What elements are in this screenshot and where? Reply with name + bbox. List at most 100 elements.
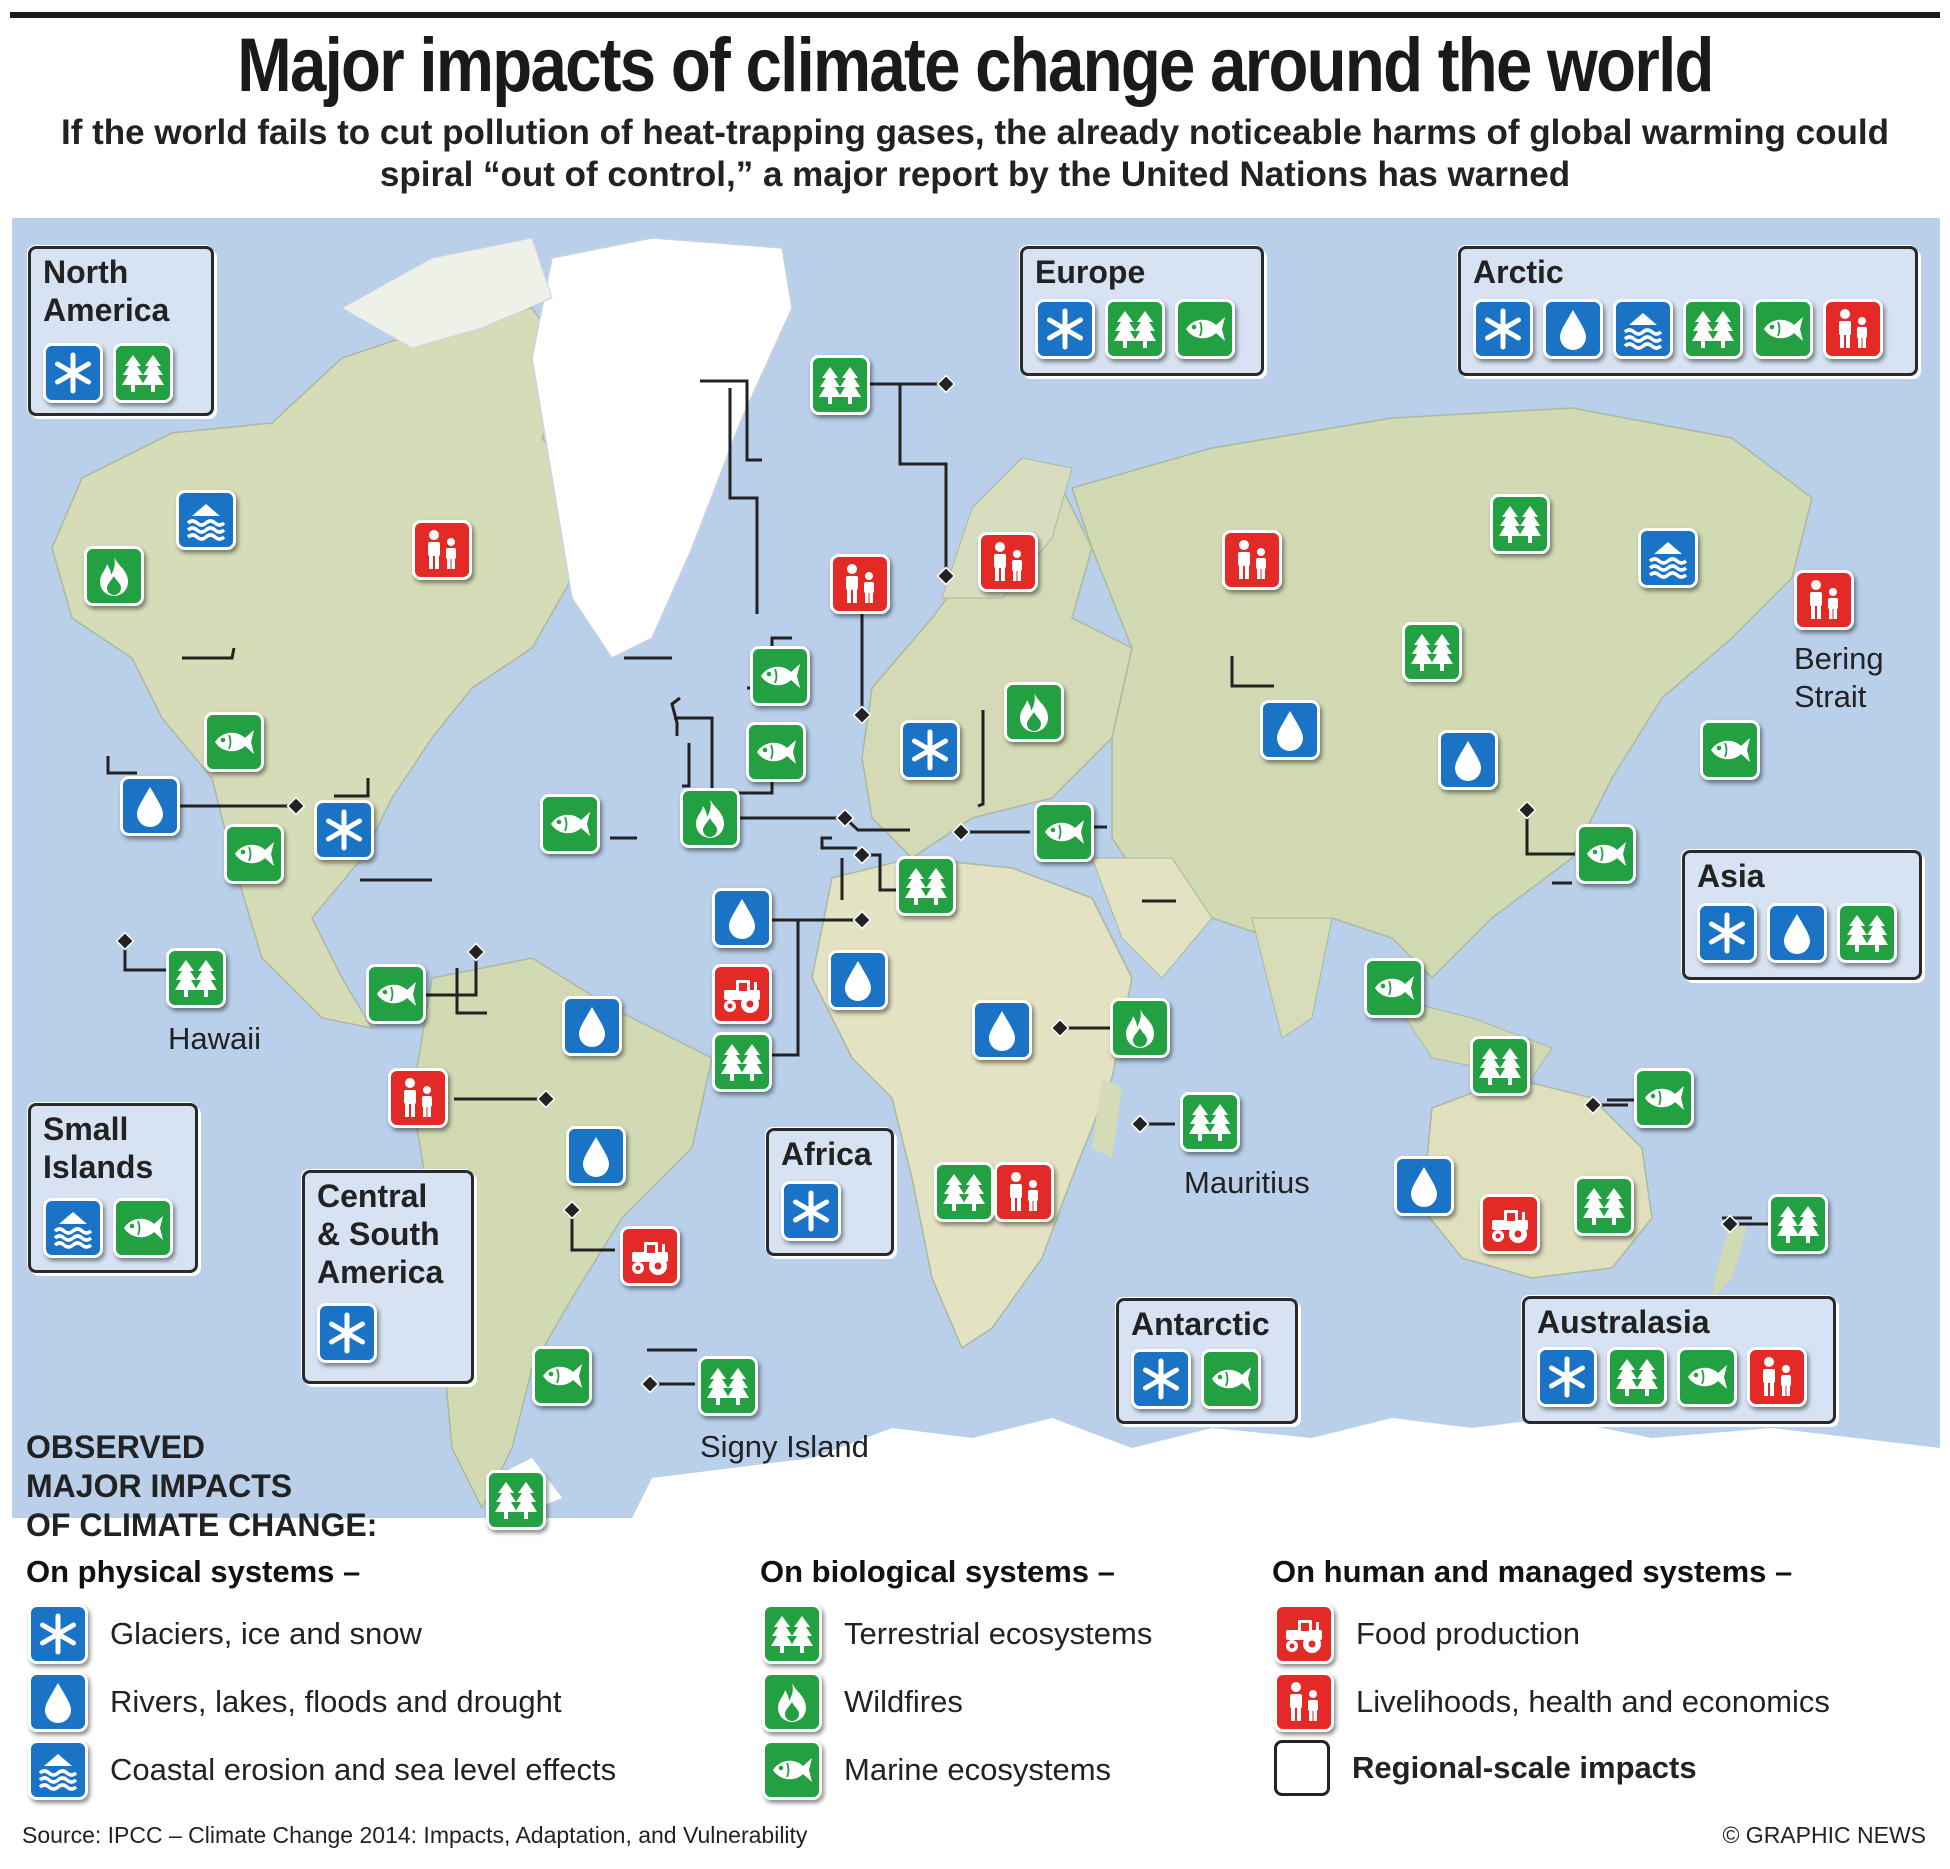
marker-diamond (1720, 1214, 1740, 1234)
legend-heading-biological: On biological systems – (760, 1554, 1115, 1589)
people-icon (1747, 1347, 1807, 1407)
snowflake-icon (1537, 1347, 1597, 1407)
flame-icon (84, 546, 144, 606)
snowflake-icon (1697, 903, 1757, 963)
fish-icon (1677, 1347, 1737, 1407)
snowflake-icon (1131, 1349, 1191, 1409)
legend-item: Regional-scale impacts (1274, 1740, 1697, 1796)
fish-icon (1175, 299, 1235, 359)
region-box-icon (1274, 1740, 1330, 1796)
legend-title: OBSERVED MAJOR IMPACTS OF CLIMATE CHANGE… (26, 1429, 378, 1543)
water-drop-icon (1438, 730, 1498, 790)
region-arctic: Arctic (1458, 246, 1918, 376)
fish-icon (1201, 1349, 1261, 1409)
water-drop-icon (712, 888, 772, 948)
legend-label: Livelihoods, health and economics (1356, 1684, 1830, 1719)
people-icon (1823, 299, 1883, 359)
trees-icon (698, 1356, 758, 1416)
marker-diamond (936, 566, 956, 586)
fish-icon (204, 712, 264, 772)
trees-icon (486, 1470, 546, 1530)
trees-icon (1180, 1092, 1240, 1152)
region-name: Small Islands (43, 1111, 154, 1185)
water-drop-icon (1260, 700, 1320, 760)
marker-diamond (562, 1200, 582, 1220)
place-label-signy-island: Signy Island (700, 1429, 869, 1464)
fish-icon (1576, 824, 1636, 884)
fish-icon (1753, 299, 1813, 359)
people-icon (1274, 1672, 1334, 1732)
legend-heading-human: On human and managed systems – (1272, 1554, 1793, 1589)
marker-diamond (1050, 1018, 1070, 1038)
trees-icon (762, 1604, 822, 1664)
legend-heading-physical: On physical systems – (26, 1554, 361, 1589)
legend-label: Glaciers, ice and snow (110, 1616, 422, 1651)
snowflake-icon (900, 720, 960, 780)
place-label-bering-strait: Bering Strait (1794, 641, 1884, 714)
snowflake-icon (1035, 299, 1095, 359)
tractor-icon (1480, 1194, 1540, 1254)
fish-icon (540, 794, 600, 854)
water-drop-icon (28, 1672, 88, 1732)
legend-label: Coastal erosion and sea level effects (110, 1752, 617, 1787)
region-name: Antarctic (1131, 1306, 1270, 1342)
legend-label: Marine ecosystems (844, 1752, 1112, 1787)
region-africa: Africa (766, 1128, 894, 1256)
people-icon (388, 1068, 448, 1128)
water-drop-icon (972, 1000, 1032, 1060)
legend-item: Food production (1274, 1604, 1580, 1664)
legend-item: Rivers, lakes, floods and drought (28, 1672, 561, 1732)
marker-diamond (852, 705, 872, 725)
fish-icon (762, 1740, 822, 1800)
fish-icon (1034, 802, 1094, 862)
marker-diamond (640, 1374, 660, 1394)
fish-icon (750, 646, 810, 706)
water-drop-icon (1767, 903, 1827, 963)
water-drop-icon (1543, 299, 1603, 359)
marker-diamond (466, 942, 486, 962)
legend-item: Terrestrial ecosystems (762, 1604, 1152, 1664)
region-antarctic: Antarctic (1116, 1298, 1298, 1424)
trees-icon (113, 343, 173, 403)
people-icon (1222, 530, 1282, 590)
place-label-hawaii: Hawaii (168, 1021, 262, 1056)
snowflake-icon (781, 1181, 841, 1241)
water-drop-icon (562, 996, 622, 1056)
marker-diamond (1583, 1095, 1603, 1115)
trees-icon (1490, 494, 1550, 554)
region-north-america: North America (28, 246, 214, 416)
people-icon (994, 1162, 1054, 1222)
page-subtitle: If the world fails to cut pollution of h… (61, 113, 1889, 194)
fish-icon (746, 722, 806, 782)
fish-icon (1700, 720, 1760, 780)
people-icon (978, 532, 1038, 592)
trees-icon (1105, 299, 1165, 359)
trees-icon (1683, 299, 1743, 359)
source-note: Source: IPCC – Climate Change 2014: Impa… (22, 1822, 808, 1848)
marker-diamond (536, 1089, 556, 1109)
trees-icon (1837, 903, 1897, 963)
flame-icon (762, 1672, 822, 1732)
people-icon (412, 520, 472, 580)
region-name: Africa (781, 1136, 872, 1172)
snowflake-icon (43, 343, 103, 403)
marker-diamond (852, 845, 872, 865)
fish-icon (532, 1346, 592, 1406)
sea-level-icon (176, 490, 236, 550)
water-drop-icon (1394, 1156, 1454, 1216)
region-central-south-america: Central & South America (302, 1170, 474, 1384)
sea-level-icon (28, 1740, 88, 1800)
legend-item: Wildfires (762, 1672, 963, 1732)
snowflake-icon (28, 1604, 88, 1664)
fish-icon (366, 964, 426, 1024)
top-rule (10, 12, 1940, 18)
snowflake-icon (1473, 299, 1533, 359)
water-drop-icon (120, 776, 180, 836)
trees-icon (1768, 1194, 1828, 1254)
legend-label: Food production (1356, 1616, 1581, 1651)
tractor-icon (712, 964, 772, 1024)
trees-icon (712, 1032, 772, 1092)
tractor-icon (1274, 1604, 1334, 1664)
place-label-mauritius: Mauritius (1184, 1165, 1310, 1200)
region-europe: Europe (1020, 246, 1264, 376)
